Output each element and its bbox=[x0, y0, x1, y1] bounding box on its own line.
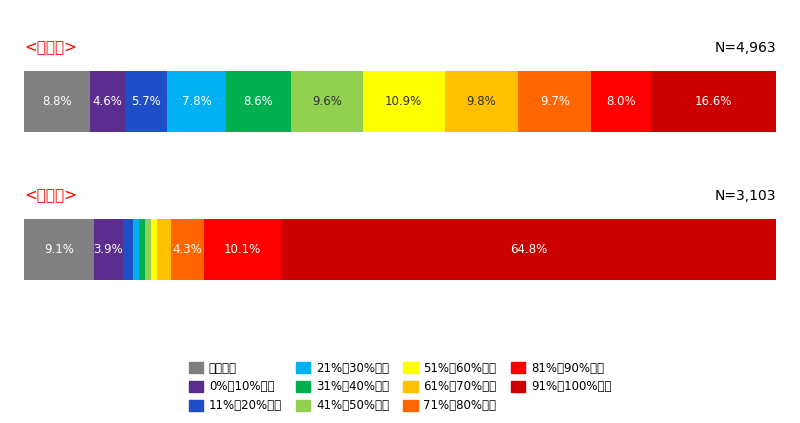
Bar bbox=[651, 71, 776, 132]
Text: 3.9%: 3.9% bbox=[94, 243, 123, 256]
Text: 8.0%: 8.0% bbox=[606, 95, 636, 108]
Text: <旅行業>: <旅行業> bbox=[24, 188, 77, 203]
Text: N=4,963: N=4,963 bbox=[714, 41, 776, 55]
Bar bbox=[170, 219, 203, 280]
Text: 16.6%: 16.6% bbox=[695, 95, 732, 108]
Bar bbox=[133, 219, 138, 280]
Bar bbox=[24, 71, 90, 132]
Legend: 減少せず, 0%～10%減少, 11%～20%減少, 21%～30%減少, 31%～40%減少, 41%～50%減少, 51%～60%減少, 61%～70%減少: 減少せず, 0%～10%減少, 11%～20%減少, 21%～30%減少, 31… bbox=[184, 357, 616, 417]
Text: 8.8%: 8.8% bbox=[42, 95, 72, 108]
Text: 8.6%: 8.6% bbox=[243, 95, 274, 108]
Bar bbox=[157, 219, 170, 280]
Bar bbox=[138, 219, 145, 280]
Bar bbox=[363, 71, 445, 132]
Text: 9.6%: 9.6% bbox=[312, 95, 342, 108]
Bar bbox=[90, 71, 125, 132]
Text: 10.9%: 10.9% bbox=[385, 95, 422, 108]
Bar bbox=[125, 71, 167, 132]
Text: 7.8%: 7.8% bbox=[182, 95, 212, 108]
Bar bbox=[290, 71, 363, 132]
Bar bbox=[591, 71, 651, 132]
Bar bbox=[151, 219, 157, 280]
Text: 9.7%: 9.7% bbox=[540, 95, 570, 108]
Bar bbox=[24, 219, 94, 280]
Text: 4.3%: 4.3% bbox=[172, 243, 202, 256]
Text: 10.1%: 10.1% bbox=[223, 243, 261, 256]
Text: 4.6%: 4.6% bbox=[93, 95, 122, 108]
Text: 9.8%: 9.8% bbox=[466, 95, 496, 108]
Bar bbox=[281, 219, 776, 280]
Bar bbox=[123, 219, 133, 280]
Bar bbox=[167, 71, 226, 132]
Text: 64.8%: 64.8% bbox=[510, 243, 547, 256]
Bar bbox=[518, 71, 591, 132]
Text: 9.1%: 9.1% bbox=[44, 243, 74, 256]
Bar bbox=[445, 71, 518, 132]
Text: 5.7%: 5.7% bbox=[131, 95, 161, 108]
Bar bbox=[203, 219, 281, 280]
Bar bbox=[226, 71, 290, 132]
Bar bbox=[94, 219, 123, 280]
Text: N=3,103: N=3,103 bbox=[714, 189, 776, 203]
Text: <宿泊業>: <宿泊業> bbox=[24, 40, 77, 55]
Bar bbox=[145, 219, 151, 280]
